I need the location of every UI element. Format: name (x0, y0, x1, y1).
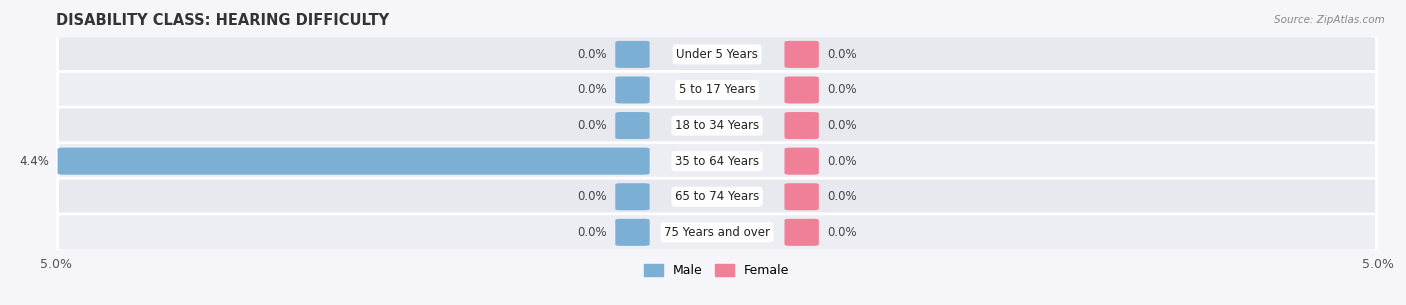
FancyBboxPatch shape (616, 77, 650, 103)
FancyBboxPatch shape (58, 107, 1376, 144)
Text: Source: ZipAtlas.com: Source: ZipAtlas.com (1274, 15, 1385, 25)
Legend: Male, Female: Male, Female (640, 259, 794, 282)
FancyBboxPatch shape (785, 77, 818, 103)
Text: 4.4%: 4.4% (20, 155, 49, 168)
Text: 5 to 17 Years: 5 to 17 Years (679, 84, 755, 96)
FancyBboxPatch shape (785, 41, 818, 68)
FancyBboxPatch shape (616, 41, 650, 68)
FancyBboxPatch shape (616, 112, 650, 139)
Text: 0.0%: 0.0% (827, 155, 856, 168)
Text: 0.0%: 0.0% (827, 226, 856, 239)
FancyBboxPatch shape (58, 148, 650, 175)
FancyBboxPatch shape (58, 214, 1376, 251)
Text: 18 to 34 Years: 18 to 34 Years (675, 119, 759, 132)
FancyBboxPatch shape (785, 148, 818, 175)
Text: 0.0%: 0.0% (578, 226, 607, 239)
Text: 0.0%: 0.0% (578, 119, 607, 132)
FancyBboxPatch shape (785, 219, 818, 246)
FancyBboxPatch shape (785, 183, 818, 210)
Text: 0.0%: 0.0% (827, 48, 856, 61)
FancyBboxPatch shape (58, 71, 1376, 109)
Text: 0.0%: 0.0% (578, 190, 607, 203)
Text: 0.0%: 0.0% (578, 48, 607, 61)
Text: 65 to 74 Years: 65 to 74 Years (675, 190, 759, 203)
Text: 0.0%: 0.0% (827, 119, 856, 132)
FancyBboxPatch shape (785, 112, 818, 139)
FancyBboxPatch shape (58, 143, 1376, 180)
Text: DISABILITY CLASS: HEARING DIFFICULTY: DISABILITY CLASS: HEARING DIFFICULTY (56, 13, 389, 28)
FancyBboxPatch shape (616, 219, 650, 246)
Text: 75 Years and over: 75 Years and over (664, 226, 770, 239)
Text: 0.0%: 0.0% (827, 84, 856, 96)
Text: 0.0%: 0.0% (827, 190, 856, 203)
Text: Under 5 Years: Under 5 Years (676, 48, 758, 61)
Text: 0.0%: 0.0% (578, 84, 607, 96)
FancyBboxPatch shape (58, 36, 1376, 73)
FancyBboxPatch shape (616, 183, 650, 210)
FancyBboxPatch shape (58, 178, 1376, 215)
Text: 35 to 64 Years: 35 to 64 Years (675, 155, 759, 168)
